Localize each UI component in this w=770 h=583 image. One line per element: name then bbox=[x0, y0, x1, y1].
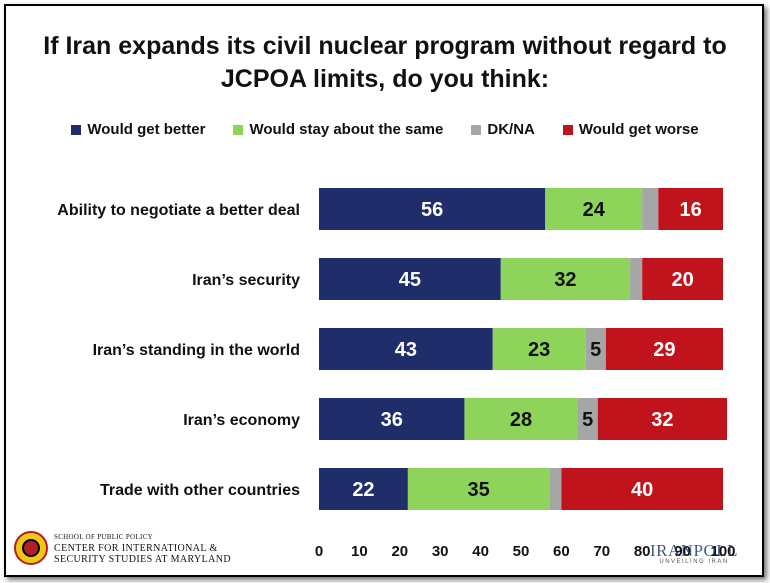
bar-segment bbox=[549, 468, 562, 510]
category-label: Iran’s security bbox=[192, 272, 300, 289]
data-label: 36 bbox=[381, 409, 403, 431]
x-tick-label: 70 bbox=[593, 543, 610, 560]
bar-segment bbox=[319, 258, 501, 300]
legend-item-better: Would get better bbox=[71, 121, 205, 138]
bar-segment bbox=[577, 398, 598, 440]
iranpoll-tagline: UNVEILING IRAN bbox=[659, 559, 729, 565]
data-label: 24 bbox=[583, 199, 606, 221]
bar-segment bbox=[545, 188, 643, 230]
chart-title: If Iran expands its civil nuclear progra… bbox=[0, 30, 770, 96]
data-label: 16 bbox=[680, 199, 702, 221]
logo-security-line: SECURITY STUDIES AT MARYLAND bbox=[54, 553, 232, 565]
x-tick-label: 0 bbox=[315, 543, 323, 560]
data-label: 5 bbox=[590, 339, 601, 361]
legend-swatch-better bbox=[71, 124, 82, 135]
x-tick-label: 20 bbox=[391, 543, 408, 560]
bar-segment bbox=[642, 188, 659, 230]
x-tick-label: 10 bbox=[351, 543, 368, 560]
legend-label-worse: Would get worse bbox=[578, 121, 699, 138]
umd-seal-icon bbox=[14, 531, 48, 565]
x-tick-label: 80 bbox=[634, 543, 651, 560]
bar-segment bbox=[319, 188, 546, 230]
data-label: 23 bbox=[528, 339, 550, 361]
bar-segment bbox=[585, 328, 606, 370]
legend-swatch-dkna bbox=[471, 124, 482, 135]
data-label: 28 bbox=[510, 409, 532, 431]
bar-segment bbox=[464, 398, 578, 440]
logo-center-line: CENTER FOR INTERNATIONAL & bbox=[54, 542, 218, 554]
x-tick-label: 30 bbox=[432, 543, 449, 560]
data-label: 32 bbox=[554, 269, 576, 291]
bar-segment bbox=[319, 398, 465, 440]
data-label: 32 bbox=[651, 409, 673, 431]
data-label: 22 bbox=[352, 479, 374, 501]
category-label: Trade with other countries bbox=[100, 482, 300, 499]
legend-label-better: Would get better bbox=[87, 121, 206, 138]
legend-item-worse: Would get worse bbox=[562, 121, 699, 138]
legend-swatch-worse bbox=[562, 124, 573, 135]
data-label: 5 bbox=[582, 409, 593, 431]
data-label: 45 bbox=[399, 269, 421, 291]
x-tick-label: 60 bbox=[553, 543, 570, 560]
bar-segment bbox=[319, 468, 408, 510]
data-label: 43 bbox=[395, 339, 417, 361]
bar-segment bbox=[642, 258, 723, 300]
data-label: 40 bbox=[631, 479, 653, 501]
chart-title-line-2: JCPOA limits, do you think: bbox=[220, 65, 550, 93]
legend-item-same: Would stay about the same bbox=[233, 121, 443, 138]
chart-title-line-1: If Iran expands its civil nuclear progra… bbox=[43, 32, 727, 60]
data-label: 29 bbox=[653, 339, 675, 361]
bar-segment bbox=[500, 258, 631, 300]
x-tick-label: 100 bbox=[710, 543, 735, 560]
logo-school-line: SCHOOL OF PUBLIC POLICY bbox=[54, 532, 154, 541]
iranpoll-name: IRANPOLL bbox=[650, 541, 739, 560]
data-label: 20 bbox=[671, 269, 693, 291]
bar-segment bbox=[407, 468, 550, 510]
bar-segment bbox=[630, 258, 643, 300]
bar-segment bbox=[605, 328, 723, 370]
data-label: 35 bbox=[467, 479, 489, 501]
iranpoll-logo: IRANPOLL UNVEILING IRAN bbox=[650, 541, 738, 565]
legend-label-same: Would stay about the same bbox=[249, 121, 444, 138]
bar-segment bbox=[658, 188, 723, 230]
x-tick-label: 40 bbox=[472, 543, 489, 560]
cissm-logo: SCHOOL OF PUBLIC POLICY CENTER FOR INTER… bbox=[14, 531, 231, 565]
data-label: 56 bbox=[421, 199, 443, 221]
chart-legend: Would get better Would stay about the sa… bbox=[0, 121, 770, 138]
bar-segment bbox=[597, 398, 728, 440]
category-label: Ability to negotiate a better deal bbox=[57, 202, 300, 219]
legend-item-dkna: DK/NA bbox=[471, 121, 535, 138]
legend-label-dkna: DK/NA bbox=[487, 121, 535, 138]
category-label: Iran’s economy bbox=[183, 412, 300, 429]
bar-segment bbox=[319, 328, 493, 370]
x-tick-label: 90 bbox=[674, 543, 691, 560]
legend-swatch-same bbox=[233, 124, 244, 135]
x-tick-label: 50 bbox=[513, 543, 530, 560]
bar-segment bbox=[561, 468, 723, 510]
bar-segment bbox=[492, 328, 586, 370]
category-label: Iran’s standing in the world bbox=[93, 342, 300, 359]
